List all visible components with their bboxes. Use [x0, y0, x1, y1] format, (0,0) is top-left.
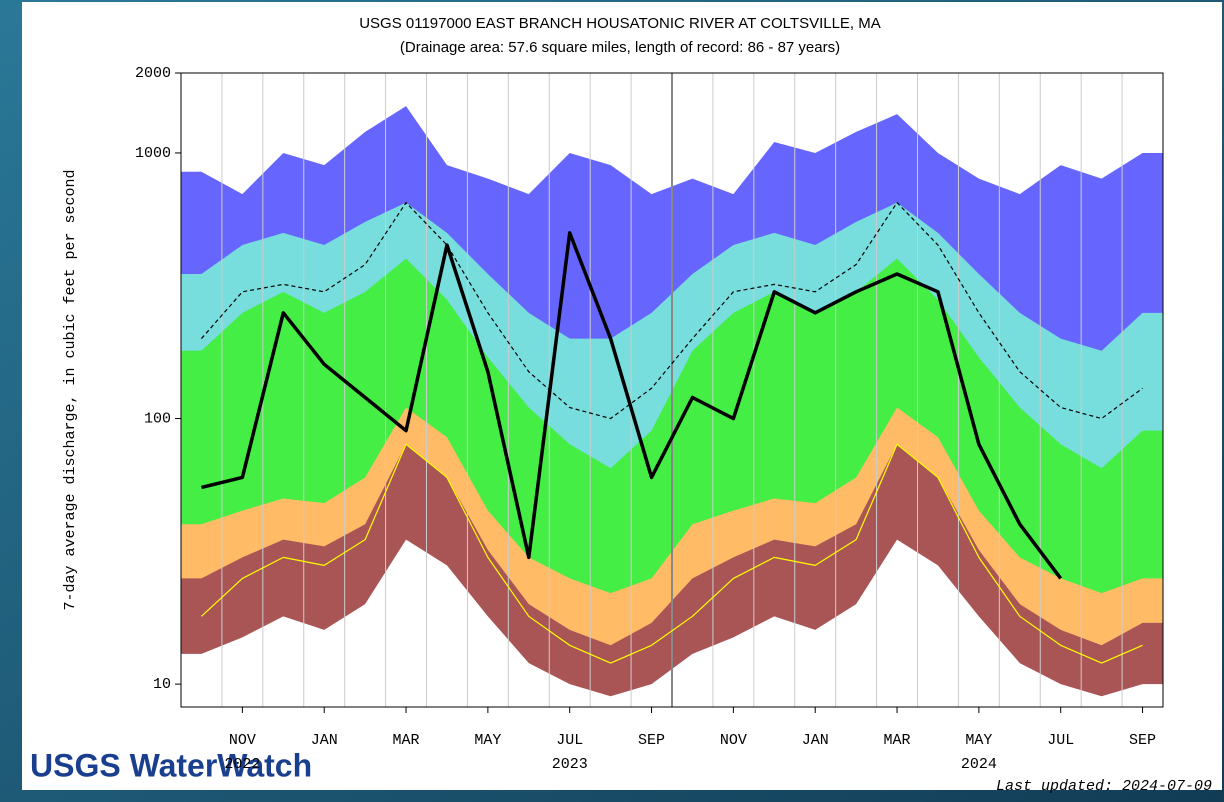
plot: 10 100 1000 2000 NOV JAN MAR MAY JUL SEP NOV JAN MAR…: [135, 65, 1164, 773]
series-line: [201, 231, 1063, 580]
y-axis-label: 7-day average discharge, in cubic feet p…: [62, 169, 79, 610]
logo: USGS WaterWatch: [30, 747, 312, 783]
series-line: [201, 202, 1143, 420]
x-tick-label: NOV: [720, 732, 747, 749]
x-tick-label: MAY: [474, 732, 501, 749]
x-tick-label: JAN: [311, 732, 338, 749]
chart-title: USGS 01197000 EAST BRANCH HOUSATONIC RIV…: [359, 15, 881, 32]
chart-subtitle: (Drainage area: 57.6 square miles, lengt…: [400, 39, 840, 56]
year-label: 2022: [224, 756, 260, 773]
series-line: [201, 443, 1143, 664]
x-tick-label: SEP: [638, 732, 665, 749]
x-tick-label: JUL: [1047, 732, 1074, 749]
y-tick-label: 1000: [135, 145, 171, 162]
x-tick-label: MAR: [884, 732, 911, 749]
year-label: 2024: [961, 756, 997, 773]
x-tick-label: MAY: [965, 732, 992, 749]
x-tick-label: SEP: [1129, 732, 1156, 749]
y-tick-label: 10: [153, 676, 171, 693]
y-tick-label: 2000: [135, 65, 171, 82]
plot-frame: [180, 72, 1164, 708]
x-tick-label: JUL: [556, 732, 583, 749]
x-tick-label: NOV: [229, 732, 256, 749]
x-tick-label: JAN: [802, 732, 829, 749]
year-label: 2023: [552, 756, 588, 773]
last-updated: Last updated: 2024-07-09: [996, 778, 1212, 795]
y-tick-label: 100: [144, 410, 171, 427]
x-tick-label: MAR: [393, 732, 420, 749]
